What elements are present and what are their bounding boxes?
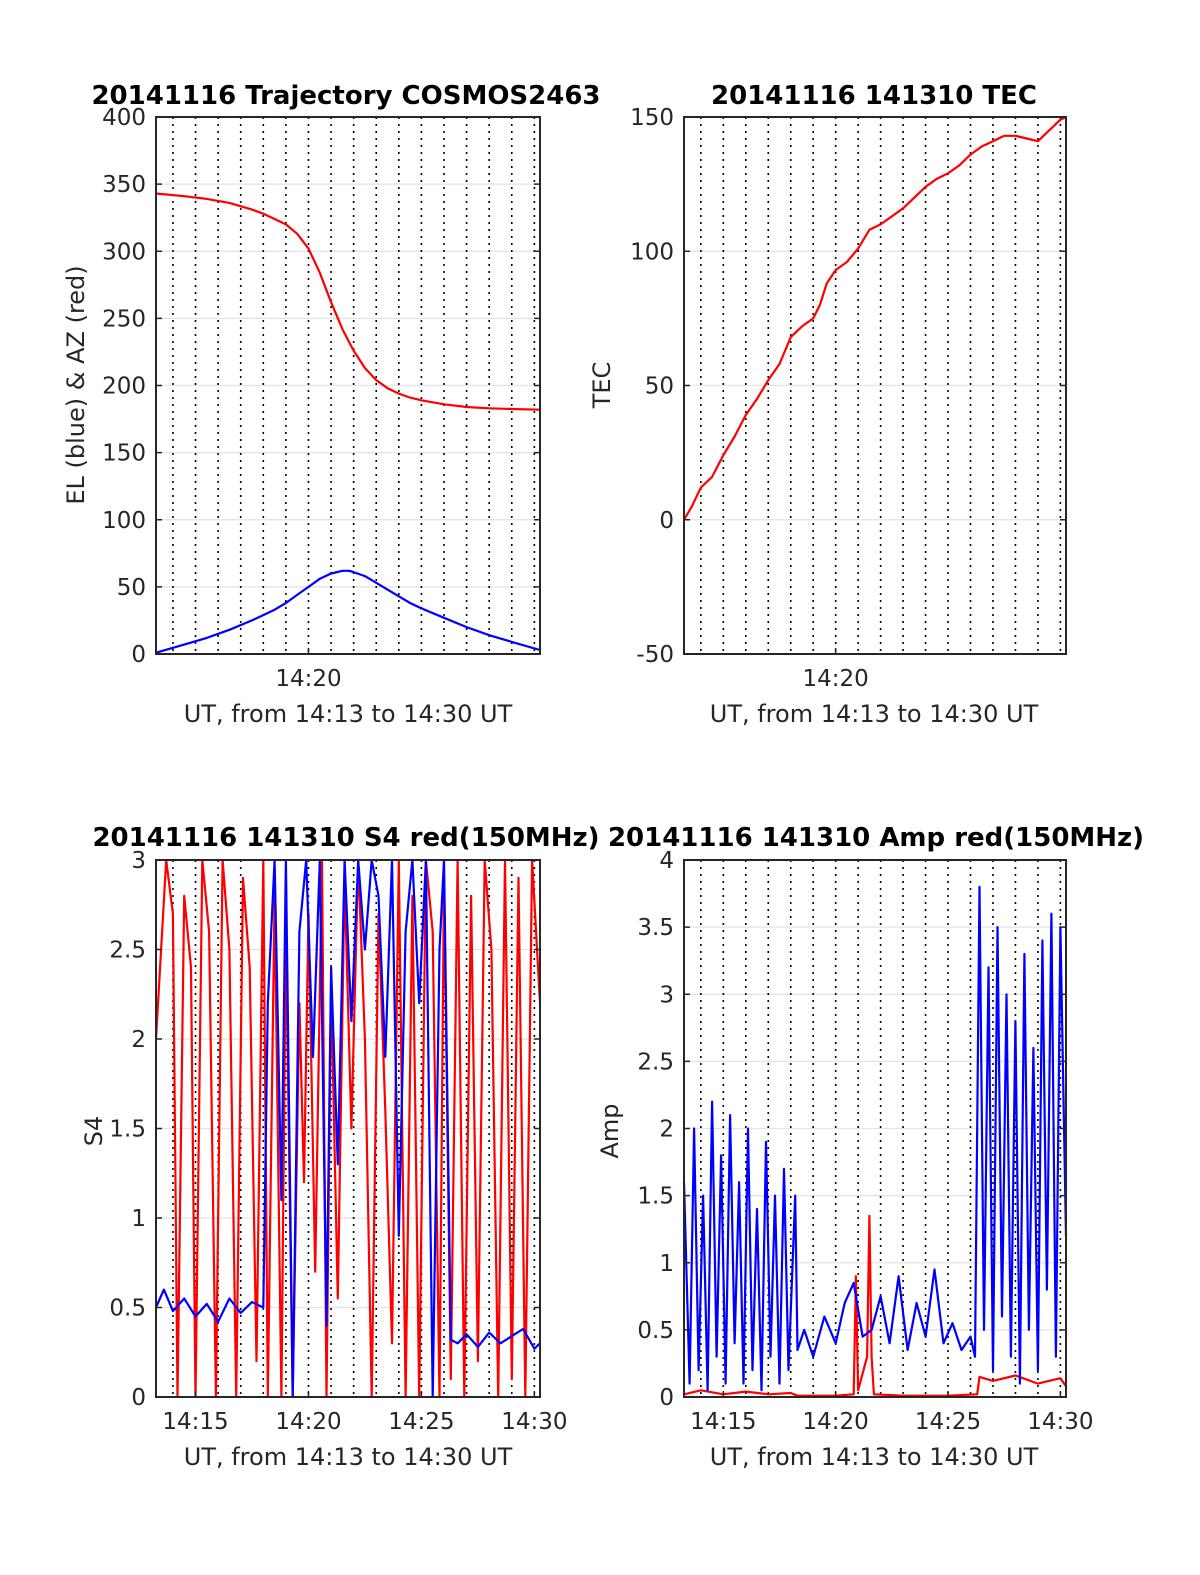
y-tick-label: 0 xyxy=(659,1385,674,1411)
series-line xyxy=(154,858,542,1399)
x-tick-label: 14:20 xyxy=(803,1409,869,1435)
y-tick-label: 0 xyxy=(131,1385,146,1411)
y-tick-label: 100 xyxy=(630,239,674,265)
y-tick-label: 3 xyxy=(131,848,146,874)
panel-title: 20141116 141310 TEC xyxy=(711,81,1037,111)
x-tick-label: 14:20 xyxy=(803,666,869,692)
x-tick-label: 14:15 xyxy=(162,1409,228,1435)
panel-tec: 20141116 141310 TEC -50 0 50 100 150 14:20 UT… xyxy=(588,81,1067,728)
y-tick-label: 150 xyxy=(630,105,674,131)
ticks: -50 0 50 100 150 14:20 xyxy=(630,105,1066,692)
y-axis-label: EL (blue) & AZ (red) xyxy=(62,265,90,504)
y-tick-label: 2.5 xyxy=(109,938,146,964)
y-tick-label: 2 xyxy=(659,1117,674,1143)
ticks: 0 0.5 1 1.5 2 2.5 3 14:15 14:20 14:25 14:30 xyxy=(109,848,567,1435)
x-tick-label: 14:30 xyxy=(501,1409,567,1435)
x-axis-label: UT, from 14:13 to 14:30 UT xyxy=(184,700,513,728)
panel-trajectory: 20141116 Trajectory COSMOS2463 0 50 100 150… xyxy=(62,81,601,728)
series-line xyxy=(682,885,1068,1392)
panel-title: 20141116 141310 Amp red(150MHz) xyxy=(608,823,1144,853)
x-tick-label: 14:20 xyxy=(275,1409,341,1435)
y-tick-label: 0 xyxy=(131,642,146,668)
ticks: 0 50 100 150 200 250 300 350 400 14:20 xyxy=(102,105,540,692)
series-line xyxy=(155,192,541,411)
x-tick-label: 14:25 xyxy=(915,1409,981,1435)
x-tick-label: 14:15 xyxy=(690,1409,756,1435)
y-tick-label: 0.5 xyxy=(637,1318,674,1344)
panel-amp: 0 0.5 1 1.5 2 2.5 3 3.5 4 14:15 14:20 14:25 14:30 20… xyxy=(596,823,1144,1471)
y-tick-label: 150 xyxy=(102,441,146,467)
y-tick-label: 4 xyxy=(659,848,674,874)
x-tick-label: 14:20 xyxy=(275,666,341,692)
y-axis-label: Amp xyxy=(596,1103,624,1158)
y-tick-label: 350 xyxy=(102,172,146,198)
y-tick-label: 50 xyxy=(645,374,674,400)
y-tick-label: -50 xyxy=(636,642,674,668)
y-tick-label: 1 xyxy=(659,1251,674,1277)
series-line xyxy=(683,116,1067,521)
series-layer xyxy=(683,116,1067,521)
y-tick-label: 3 xyxy=(659,982,674,1008)
series-layer xyxy=(155,192,541,654)
y-tick-label: 0.5 xyxy=(109,1296,146,1322)
series-line xyxy=(154,858,541,1399)
y-tick-label: 2 xyxy=(131,1027,146,1053)
y-axis-label: S4 xyxy=(80,1116,108,1147)
y-tick-label: 50 xyxy=(117,575,146,601)
x-tick-label: 14:25 xyxy=(388,1409,454,1435)
y-tick-label: 2.5 xyxy=(637,1049,674,1075)
y-tick-label: 1 xyxy=(131,1206,146,1232)
panel-s4: 0 0.5 1 1.5 2 2.5 3 14:15 14:20 14:25 14:30 201411… xyxy=(80,823,600,1471)
y-tick-label: 3.5 xyxy=(637,915,674,941)
y-tick-label: 100 xyxy=(102,508,146,534)
series-layer xyxy=(154,858,542,1399)
y-tick-label: 1.5 xyxy=(109,1117,146,1143)
grid xyxy=(156,116,540,655)
y-tick-label: 0 xyxy=(659,508,674,534)
x-axis-label: UT, from 14:13 to 14:30 UT xyxy=(184,1443,513,1471)
x-axis-label: UT, from 14:13 to 14:30 UT xyxy=(710,700,1039,728)
y-tick-label: 250 xyxy=(102,306,146,332)
x-tick-label: 14:30 xyxy=(1027,1409,1093,1435)
y-tick-label: 300 xyxy=(102,239,146,265)
series-line xyxy=(155,569,541,654)
y-tick-label: 1.5 xyxy=(637,1184,674,1210)
ticks: 0 0.5 1 1.5 2 2.5 3 3.5 4 14:15 14:20 14:25 14:30 xyxy=(637,848,1093,1435)
y-tick-label: 400 xyxy=(102,105,146,131)
series-layer xyxy=(682,885,1068,1397)
y-axis-label: TEC xyxy=(588,362,616,410)
y-tick-label: 200 xyxy=(102,374,146,400)
panel-title: 20141116 141310 S4 red(150MHz) xyxy=(92,823,599,853)
x-axis-label: UT, from 14:13 to 14:30 UT xyxy=(710,1443,1039,1471)
panel-title: 20141116 Trajectory COSMOS2463 xyxy=(91,81,600,111)
series-line xyxy=(683,1214,1067,1397)
